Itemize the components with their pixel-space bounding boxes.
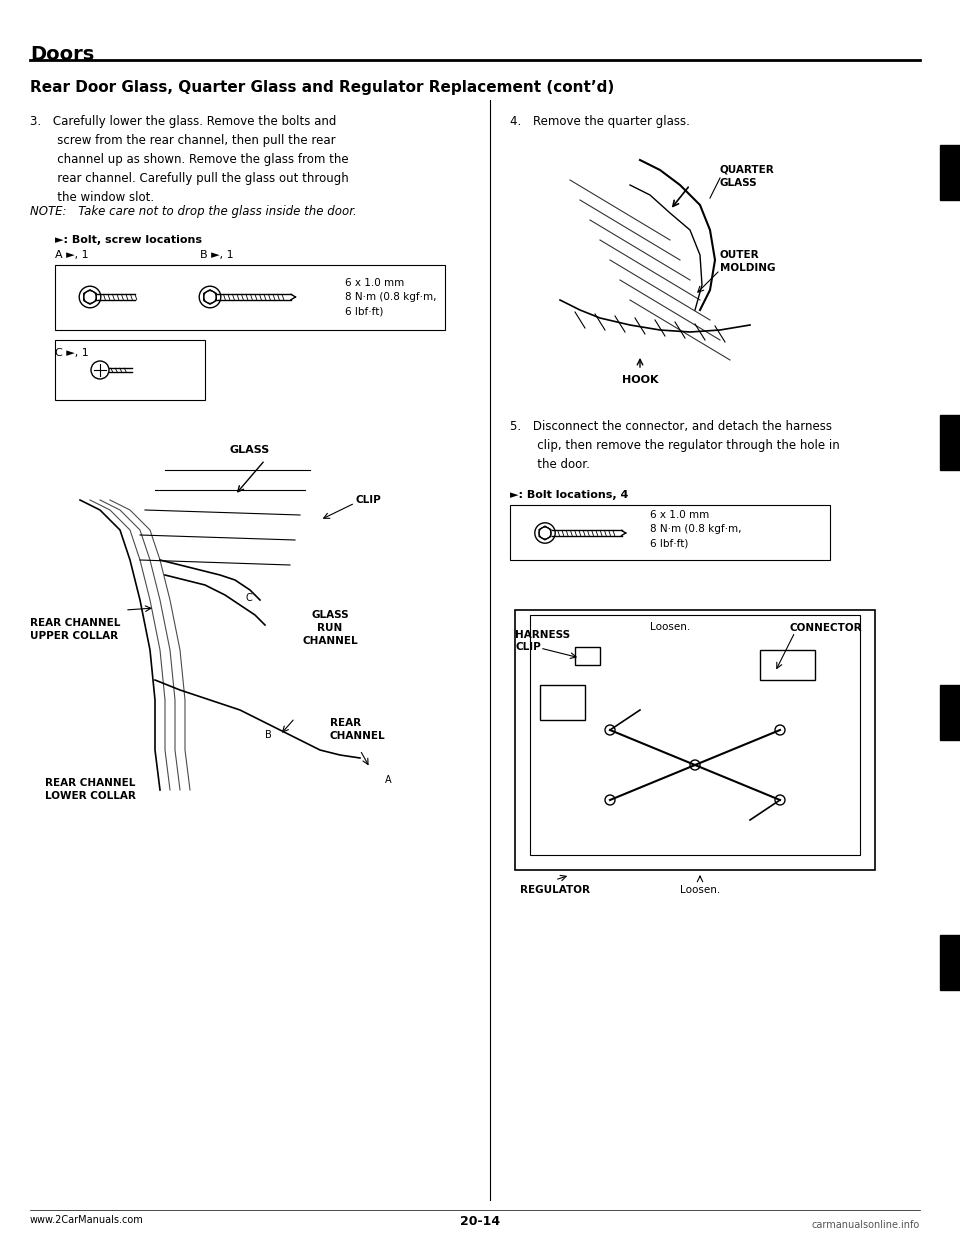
- Text: Doors: Doors: [30, 45, 94, 65]
- Text: Loosen.: Loosen.: [650, 622, 690, 632]
- Bar: [940, 686, 960, 740]
- Text: 5. Disconnect the connector, and detach the harness
   clip, then remove the reg: 5. Disconnect the connector, and detach …: [510, 420, 840, 471]
- Bar: [940, 145, 960, 200]
- Text: A ►, 1: A ►, 1: [55, 250, 88, 260]
- Text: REGULATOR: REGULATOR: [520, 886, 590, 895]
- Bar: [760, 650, 815, 681]
- Text: HOOK: HOOK: [622, 375, 659, 385]
- Text: REAR CHANNEL
UPPER COLLAR: REAR CHANNEL UPPER COLLAR: [30, 619, 120, 641]
- Text: Rear Door Glass, Quarter Glass and Regulator Replacement (cont’d): Rear Door Glass, Quarter Glass and Regul…: [30, 79, 614, 94]
- Text: CLIP: CLIP: [355, 496, 381, 505]
- Bar: [575, 647, 600, 664]
- Bar: [55, 265, 445, 330]
- Text: REAR CHANNEL
LOWER COLLAR: REAR CHANNEL LOWER COLLAR: [45, 777, 136, 801]
- Text: OUTER
MOLDING: OUTER MOLDING: [720, 250, 776, 273]
- Bar: [515, 610, 875, 869]
- Text: QUARTER
GLASS: QUARTER GLASS: [720, 165, 775, 189]
- Bar: [530, 615, 860, 854]
- Text: ►: Bolt locations, 4: ►: Bolt locations, 4: [510, 491, 629, 501]
- Text: ►: Bolt, screw locations: ►: Bolt, screw locations: [55, 235, 202, 245]
- Bar: [55, 340, 205, 400]
- Text: GLASS
RUN
CHANNEL: GLASS RUN CHANNEL: [302, 610, 358, 646]
- Text: REAR
CHANNEL: REAR CHANNEL: [330, 718, 386, 741]
- Text: A: A: [385, 775, 392, 785]
- Text: Loosen.: Loosen.: [680, 886, 720, 895]
- Text: 6 x 1.0 mm
8 N·m (0.8 kgf·m,
6 lbf·ft): 6 x 1.0 mm 8 N·m (0.8 kgf·m, 6 lbf·ft): [650, 510, 741, 548]
- Text: carmanualsonline.info: carmanualsonline.info: [812, 1220, 920, 1230]
- Text: HARNESS
CLIP: HARNESS CLIP: [515, 630, 570, 652]
- Text: 6 x 1.0 mm
8 N·m (0.8 kgf·m,
6 lbf·ft): 6 x 1.0 mm 8 N·m (0.8 kgf·m, 6 lbf·ft): [345, 278, 437, 315]
- Text: NOTE: Take care not to drop the glass inside the door.: NOTE: Take care not to drop the glass in…: [30, 205, 357, 219]
- Text: B: B: [265, 730, 272, 740]
- Text: GLASS: GLASS: [229, 445, 270, 455]
- Bar: [940, 935, 960, 990]
- Text: CONNECTOR: CONNECTOR: [790, 623, 863, 633]
- Text: 3. Carefully lower the glass. Remove the bolts and
   screw from the rear channe: 3. Carefully lower the glass. Remove the…: [30, 116, 348, 204]
- Text: C ►, 1: C ►, 1: [55, 348, 88, 358]
- Bar: [540, 686, 585, 720]
- Bar: [940, 415, 960, 469]
- Text: 4. Remove the quarter glass.: 4. Remove the quarter glass.: [510, 116, 690, 128]
- Text: B ►, 1: B ►, 1: [200, 250, 233, 260]
- Text: 20-14: 20-14: [460, 1215, 500, 1228]
- Text: C: C: [245, 592, 252, 604]
- Bar: [510, 505, 830, 560]
- Text: www.2CarManuals.com: www.2CarManuals.com: [30, 1215, 144, 1225]
